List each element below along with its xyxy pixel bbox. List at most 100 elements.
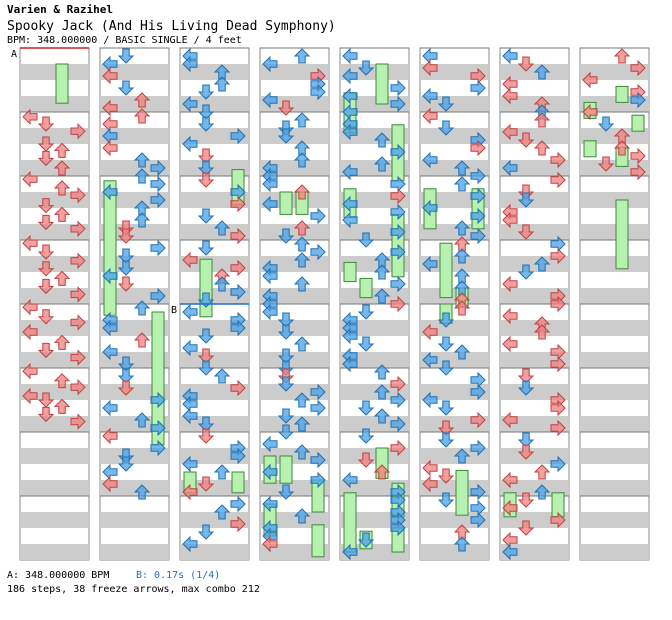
beat-stripe [580,192,649,208]
beat-stripe [580,256,649,272]
step-arrow [357,232,375,248]
step-arrow [197,104,215,120]
step-arrow [150,239,166,257]
step-arrow [277,376,295,392]
step-arrow [342,211,358,229]
step-arrow [70,252,86,270]
step-arrow [422,323,438,341]
step-arrow [453,248,471,264]
step-arrow [630,91,646,109]
step-arrow [390,295,406,313]
step-arrow [37,116,55,132]
step-arrow [422,107,438,125]
step-arrow [293,236,311,252]
step-arrow [117,368,135,384]
step-arrow [310,451,326,469]
beat-stripe [340,448,409,464]
step-arrow [197,328,215,344]
step-arrow [133,108,151,124]
beat-stripe [100,224,169,240]
step-arrow [293,48,311,64]
step-arrow [70,314,86,331]
step-arrow [133,92,151,108]
step-arrow [533,484,551,500]
step-arrow [310,243,326,261]
step-arrow [390,187,406,205]
freeze-arrow [359,277,373,299]
step-arrow [230,495,246,513]
beat-stripe [580,320,649,336]
beat-stripe [100,192,169,208]
step-arrow [517,224,535,240]
freeze-arrow [279,191,293,215]
step-arrow [293,444,311,460]
step-arrow [422,459,438,477]
freeze-arrow [375,63,389,105]
step-arrow [37,406,55,423]
freeze-arrow [199,258,213,318]
step-arrow [357,336,375,352]
step-arrow [37,261,55,277]
step-arrow [70,349,86,366]
beat-stripe [580,512,649,528]
step-arrow [533,256,551,272]
step-arrow [117,456,135,472]
step-arrow [422,59,438,77]
beat-stripe [260,352,329,368]
step-arrow [102,319,118,337]
step-stats: 186 steps, 38 freeze arrows, max combo 2… [7,584,260,595]
step-arrow [437,336,455,352]
step-arrow [150,175,166,193]
step-arrow [470,79,486,97]
step-arrow [102,139,118,157]
beat-stripe [500,448,569,464]
step-arrow [342,543,358,561]
beat-stripe [500,320,569,336]
beat-stripe [420,384,489,400]
beat-stripe [500,544,569,560]
step-arrow [502,499,518,517]
step-arrow [373,408,391,424]
step-arrow [437,432,455,448]
step-arrow [502,307,518,325]
step-arrow [437,96,455,112]
step-arrow [262,303,278,321]
step-arrow [470,439,486,457]
step-arrow [70,413,86,430]
beat-stripe [500,192,569,208]
step-arrow [310,471,326,489]
step-arrow [550,419,566,437]
step-arrow [453,536,471,552]
step-arrow [453,344,471,360]
step-arrow [533,112,551,128]
step-arrow [37,342,55,359]
beat-stripe [580,352,649,368]
step-arrow [182,407,198,425]
step-arrow [597,156,615,172]
step-arrow [293,276,311,292]
step-arrow [293,184,311,200]
beat-stripe [340,416,409,432]
step-arrow [453,176,471,192]
step-arrow [37,150,55,167]
step-arrow [470,511,486,529]
step-arrow [373,288,391,304]
beat-stripe [580,480,649,496]
step-arrow [422,391,438,409]
step-arrow [22,362,38,380]
beat-stripe [420,256,489,272]
beat-stripe [260,320,329,336]
step-arrow [70,378,86,396]
step-arrow [437,492,455,508]
step-arrow [342,67,358,85]
step-arrow [310,83,326,101]
step-arrow [517,432,535,448]
step-arrow [230,515,246,533]
step-arrow [53,160,71,176]
step-arrow [517,520,535,536]
step-arrow [197,476,215,492]
step-arrow [517,264,535,280]
step-arrow [502,275,518,293]
step-arrow [53,142,71,158]
step-arrow [53,373,71,389]
